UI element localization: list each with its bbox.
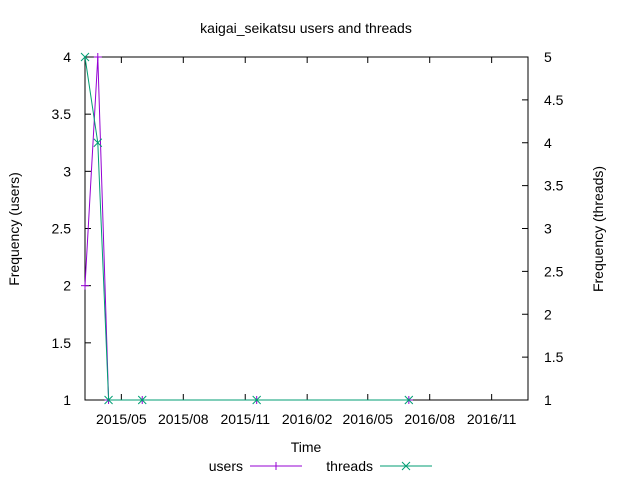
y2-tick-label: 1 bbox=[544, 392, 552, 408]
x-axis: 2015/05 2015/08 2015/11 2016/02 2016/05 2016/… bbox=[96, 57, 517, 427]
data-point-threads bbox=[137, 395, 147, 405]
legend-label-users: users bbox=[209, 458, 243, 474]
data-point-users bbox=[81, 281, 89, 290]
legend: users threads bbox=[209, 458, 432, 474]
y-tick-label: 3 bbox=[63, 163, 71, 179]
y2-tick-label: 4 bbox=[544, 135, 552, 151]
data-point-threads bbox=[93, 138, 103, 148]
y2-tick-label: 2 bbox=[544, 306, 552, 322]
data-point-threads bbox=[252, 395, 262, 405]
y2-axis-label: Frequency (threads) bbox=[590, 166, 606, 292]
y-axis-label: Frequency (users) bbox=[6, 172, 22, 286]
y-tick-label: 3.5 bbox=[52, 106, 72, 122]
y2-tick-label: 5 bbox=[544, 49, 552, 65]
y-axis-left: 1 1.5 2 2.5 3 3.5 4 bbox=[52, 49, 91, 408]
y-axis-right: 1 1.5 2 2.5 3 3.5 4 4.5 5 bbox=[522, 49, 564, 408]
y2-tick-label: 2.5 bbox=[544, 263, 564, 279]
data-point-threads bbox=[104, 395, 113, 405]
x-tick-label: 2016/02 bbox=[282, 411, 333, 427]
series-line-threads bbox=[84, 56, 409, 401]
x-tick-label: 2016/08 bbox=[404, 411, 455, 427]
y2-tick-label: 3 bbox=[544, 221, 552, 237]
y2-tick-label: 3.5 bbox=[544, 178, 564, 194]
chart-title: kaigai_seikatsu users and threads bbox=[200, 20, 412, 36]
y-tick-label: 2.5 bbox=[52, 221, 72, 237]
y-tick-label: 1 bbox=[63, 392, 71, 408]
data-point-threads bbox=[80, 52, 90, 62]
x-tick-label: 2015/11 bbox=[220, 411, 270, 427]
series-layer bbox=[80, 52, 414, 405]
y-tick-label: 1.5 bbox=[52, 335, 72, 351]
x-tick-label: 2015/08 bbox=[158, 411, 209, 427]
legend-marker-threads bbox=[401, 461, 411, 471]
legend-marker-users bbox=[272, 462, 280, 470]
x-tick-label: 2016/11 bbox=[467, 411, 517, 427]
y-tick-label: 2 bbox=[63, 278, 71, 294]
y-tick-label: 4 bbox=[63, 49, 71, 65]
legend-label-threads: threads bbox=[326, 458, 373, 474]
x-tick-label: 2015/05 bbox=[96, 411, 147, 427]
data-point-users bbox=[93, 53, 102, 61]
y2-tick-label: 4.5 bbox=[544, 92, 564, 108]
x-tick-label: 2016/05 bbox=[342, 411, 393, 427]
plot-frame bbox=[84, 56, 529, 401]
x-axis-label: Time bbox=[291, 439, 322, 455]
y2-tick-label: 1.5 bbox=[544, 349, 564, 365]
data-point-threads bbox=[404, 395, 414, 405]
series-line-users bbox=[84, 56, 409, 401]
